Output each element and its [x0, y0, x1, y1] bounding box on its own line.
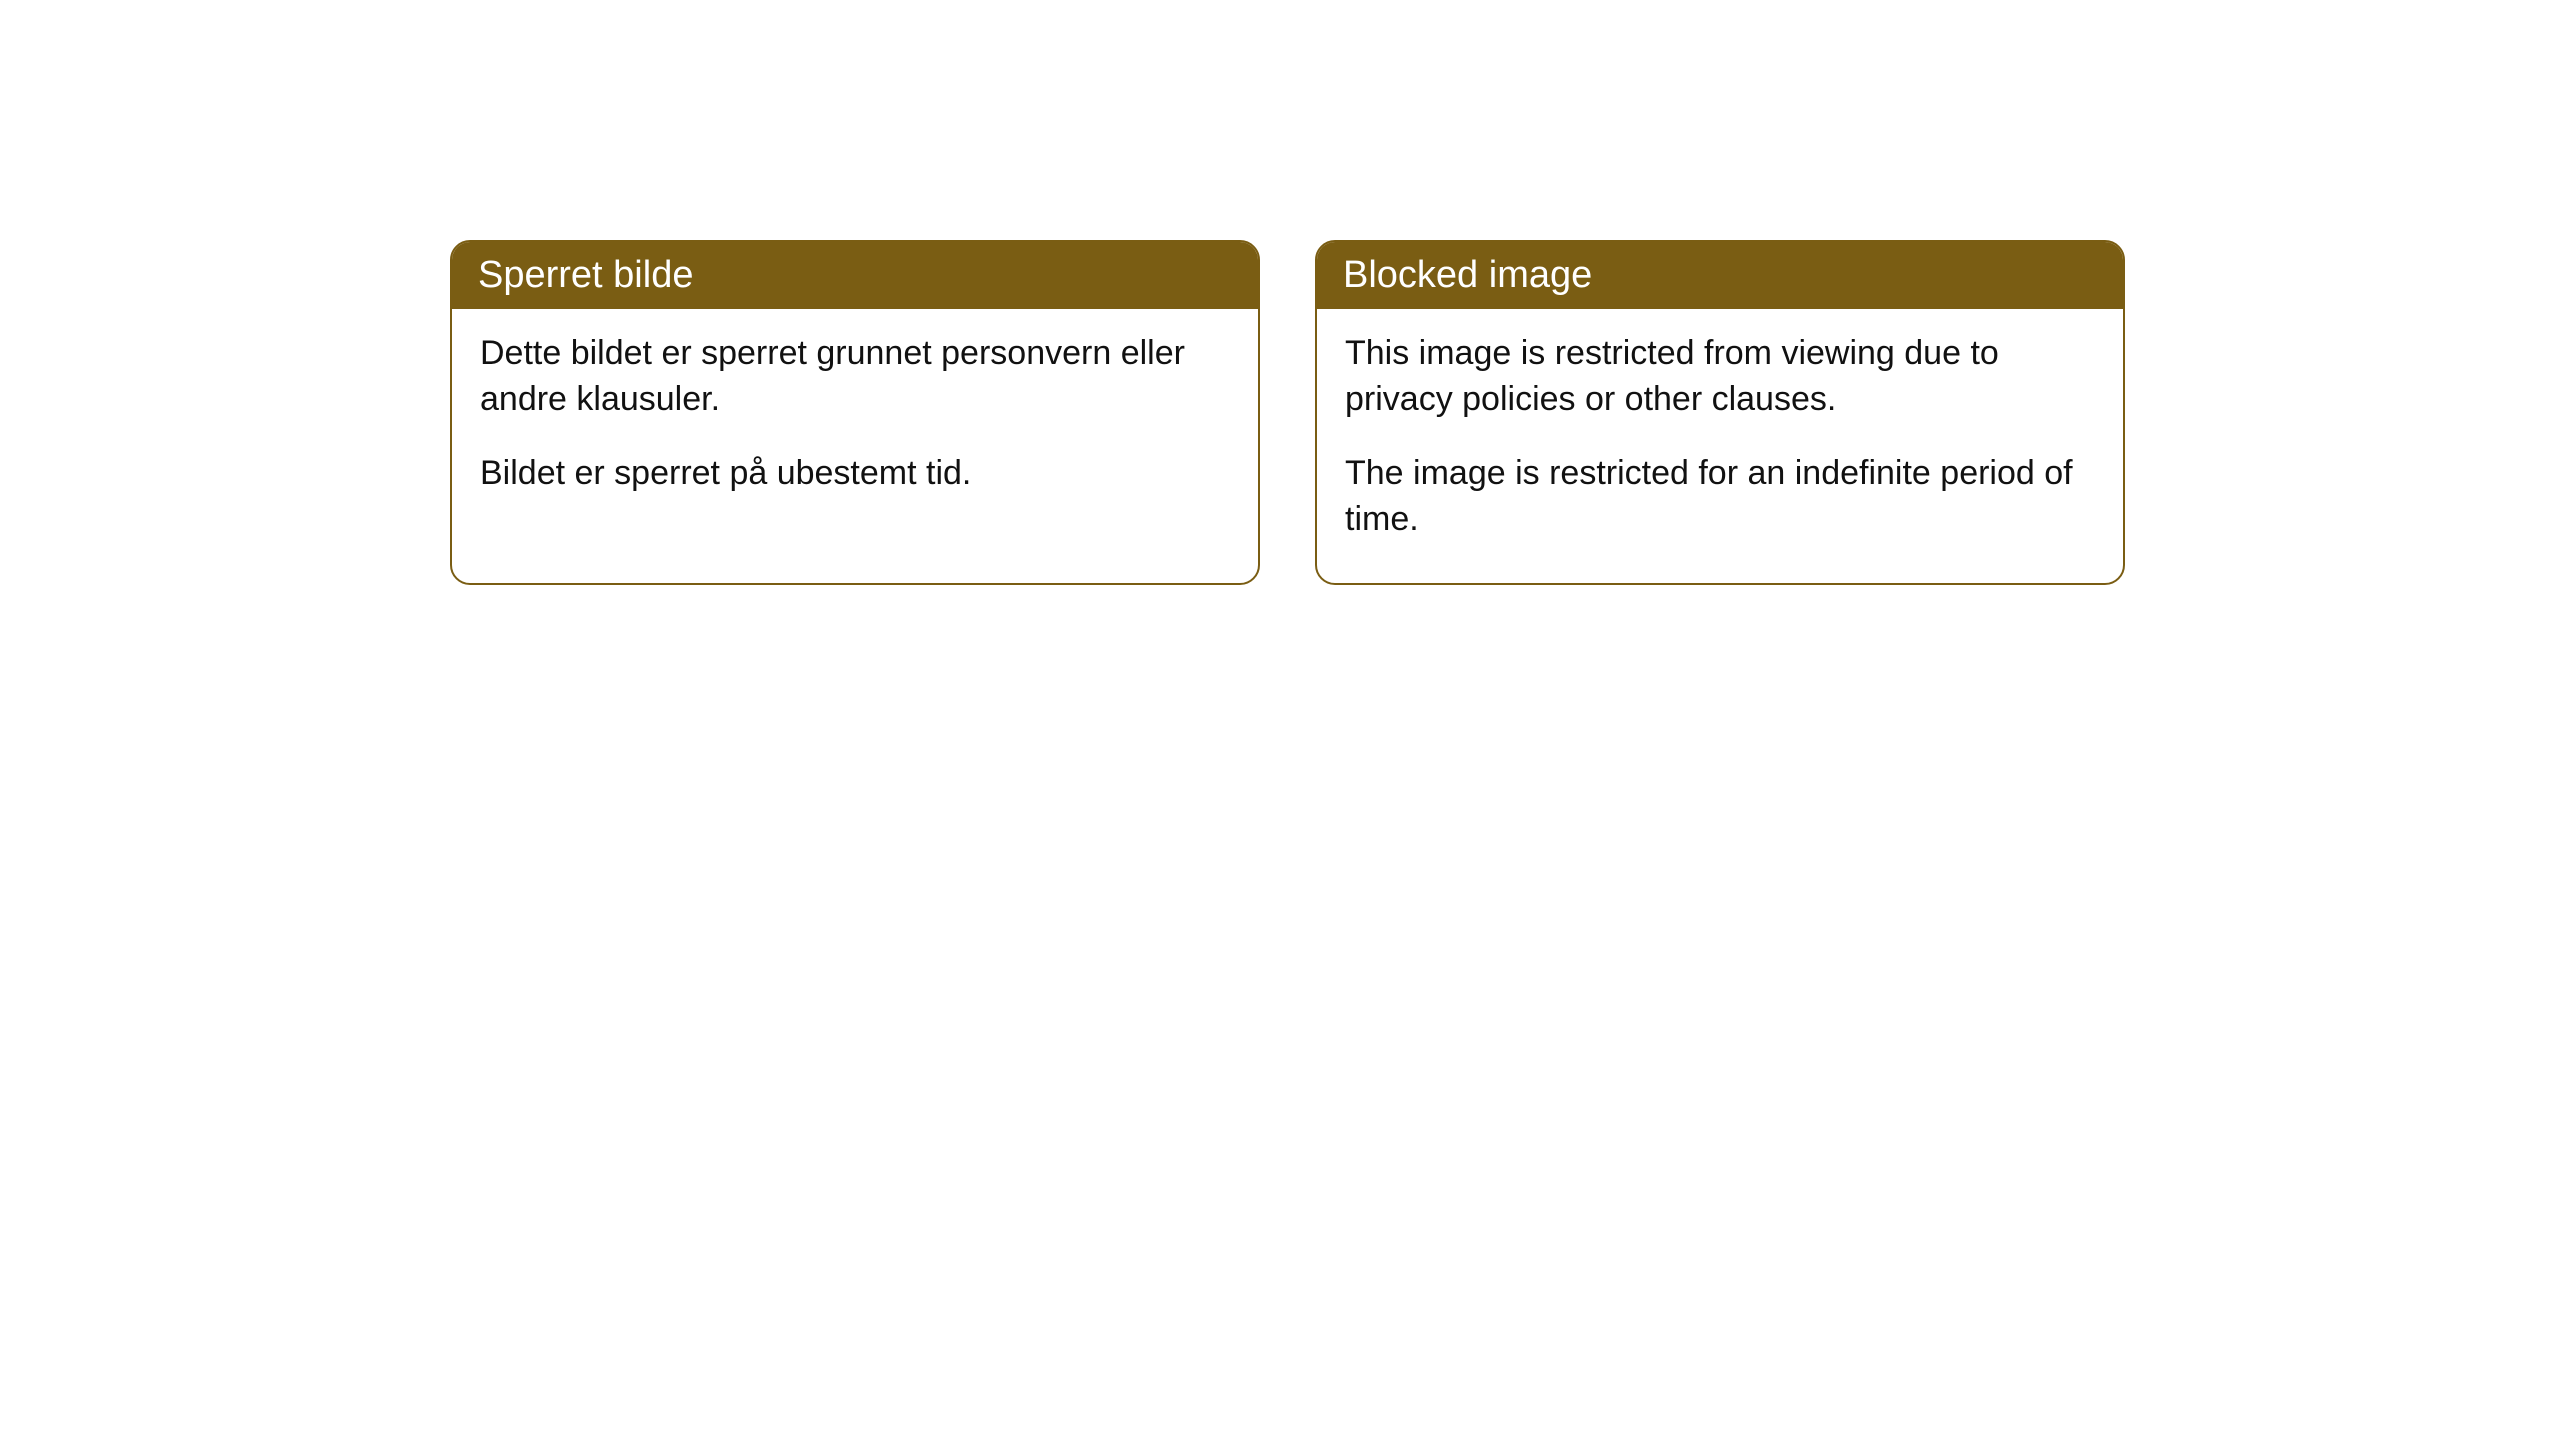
notice-cards-container: Sperret bilde Dette bildet er sperret gr… — [450, 240, 2560, 585]
notice-card-norwegian: Sperret bilde Dette bildet er sperret gr… — [450, 240, 1260, 585]
card-body: Dette bildet er sperret grunnet personve… — [452, 309, 1258, 537]
card-paragraph: The image is restricted for an indefinit… — [1345, 451, 2095, 543]
notice-card-english: Blocked image This image is restricted f… — [1315, 240, 2125, 585]
card-header: Blocked image — [1317, 242, 2123, 309]
card-title: Blocked image — [1343, 254, 1592, 296]
card-paragraph: Bildet er sperret på ubestemt tid. — [480, 451, 1230, 497]
card-paragraph: This image is restricted from viewing du… — [1345, 331, 2095, 423]
card-paragraph: Dette bildet er sperret grunnet personve… — [480, 331, 1230, 423]
card-body: This image is restricted from viewing du… — [1317, 309, 2123, 583]
card-title: Sperret bilde — [478, 254, 693, 296]
card-header: Sperret bilde — [452, 242, 1258, 309]
